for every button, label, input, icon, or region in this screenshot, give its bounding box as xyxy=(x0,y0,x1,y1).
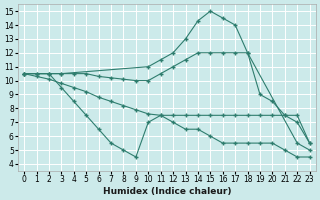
X-axis label: Humidex (Indice chaleur): Humidex (Indice chaleur) xyxy=(103,187,231,196)
